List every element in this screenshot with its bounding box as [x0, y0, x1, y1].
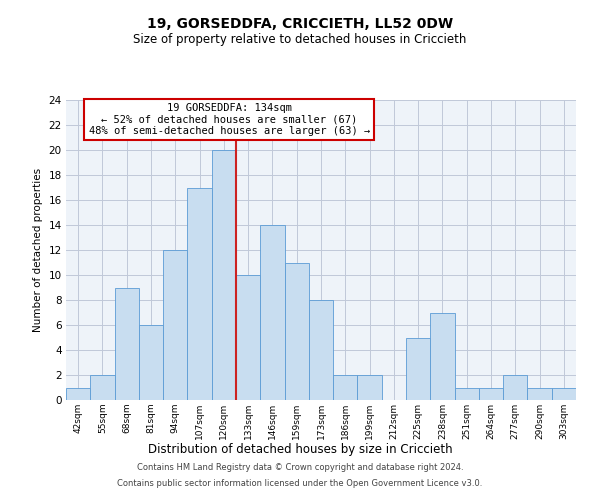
Bar	[163, 250, 187, 400]
Y-axis label: Number of detached properties: Number of detached properties	[33, 168, 43, 332]
Bar	[455, 388, 479, 400]
Bar	[139, 325, 163, 400]
Bar	[212, 150, 236, 400]
Bar	[527, 388, 552, 400]
Bar	[333, 375, 358, 400]
Text: Distribution of detached houses by size in Criccieth: Distribution of detached houses by size …	[148, 442, 452, 456]
Bar	[406, 338, 430, 400]
Bar	[284, 262, 309, 400]
Bar	[187, 188, 212, 400]
Bar	[236, 275, 260, 400]
Text: 19, GORSEDDFA, CRICCIETH, LL52 0DW: 19, GORSEDDFA, CRICCIETH, LL52 0DW	[147, 18, 453, 32]
Bar	[260, 225, 284, 400]
Text: Contains public sector information licensed under the Open Government Licence v3: Contains public sector information licen…	[118, 478, 482, 488]
Text: Contains HM Land Registry data © Crown copyright and database right 2024.: Contains HM Land Registry data © Crown c…	[137, 464, 463, 472]
Text: Size of property relative to detached houses in Criccieth: Size of property relative to detached ho…	[133, 32, 467, 46]
Text: 19 GORSEDDFA: 134sqm
← 52% of detached houses are smaller (67)
48% of semi-detac: 19 GORSEDDFA: 134sqm ← 52% of detached h…	[89, 103, 370, 136]
Bar	[115, 288, 139, 400]
Bar	[90, 375, 115, 400]
Bar	[479, 388, 503, 400]
Bar	[552, 388, 576, 400]
Bar	[309, 300, 333, 400]
Bar	[503, 375, 527, 400]
Bar	[66, 388, 90, 400]
Bar	[430, 312, 455, 400]
Bar	[358, 375, 382, 400]
